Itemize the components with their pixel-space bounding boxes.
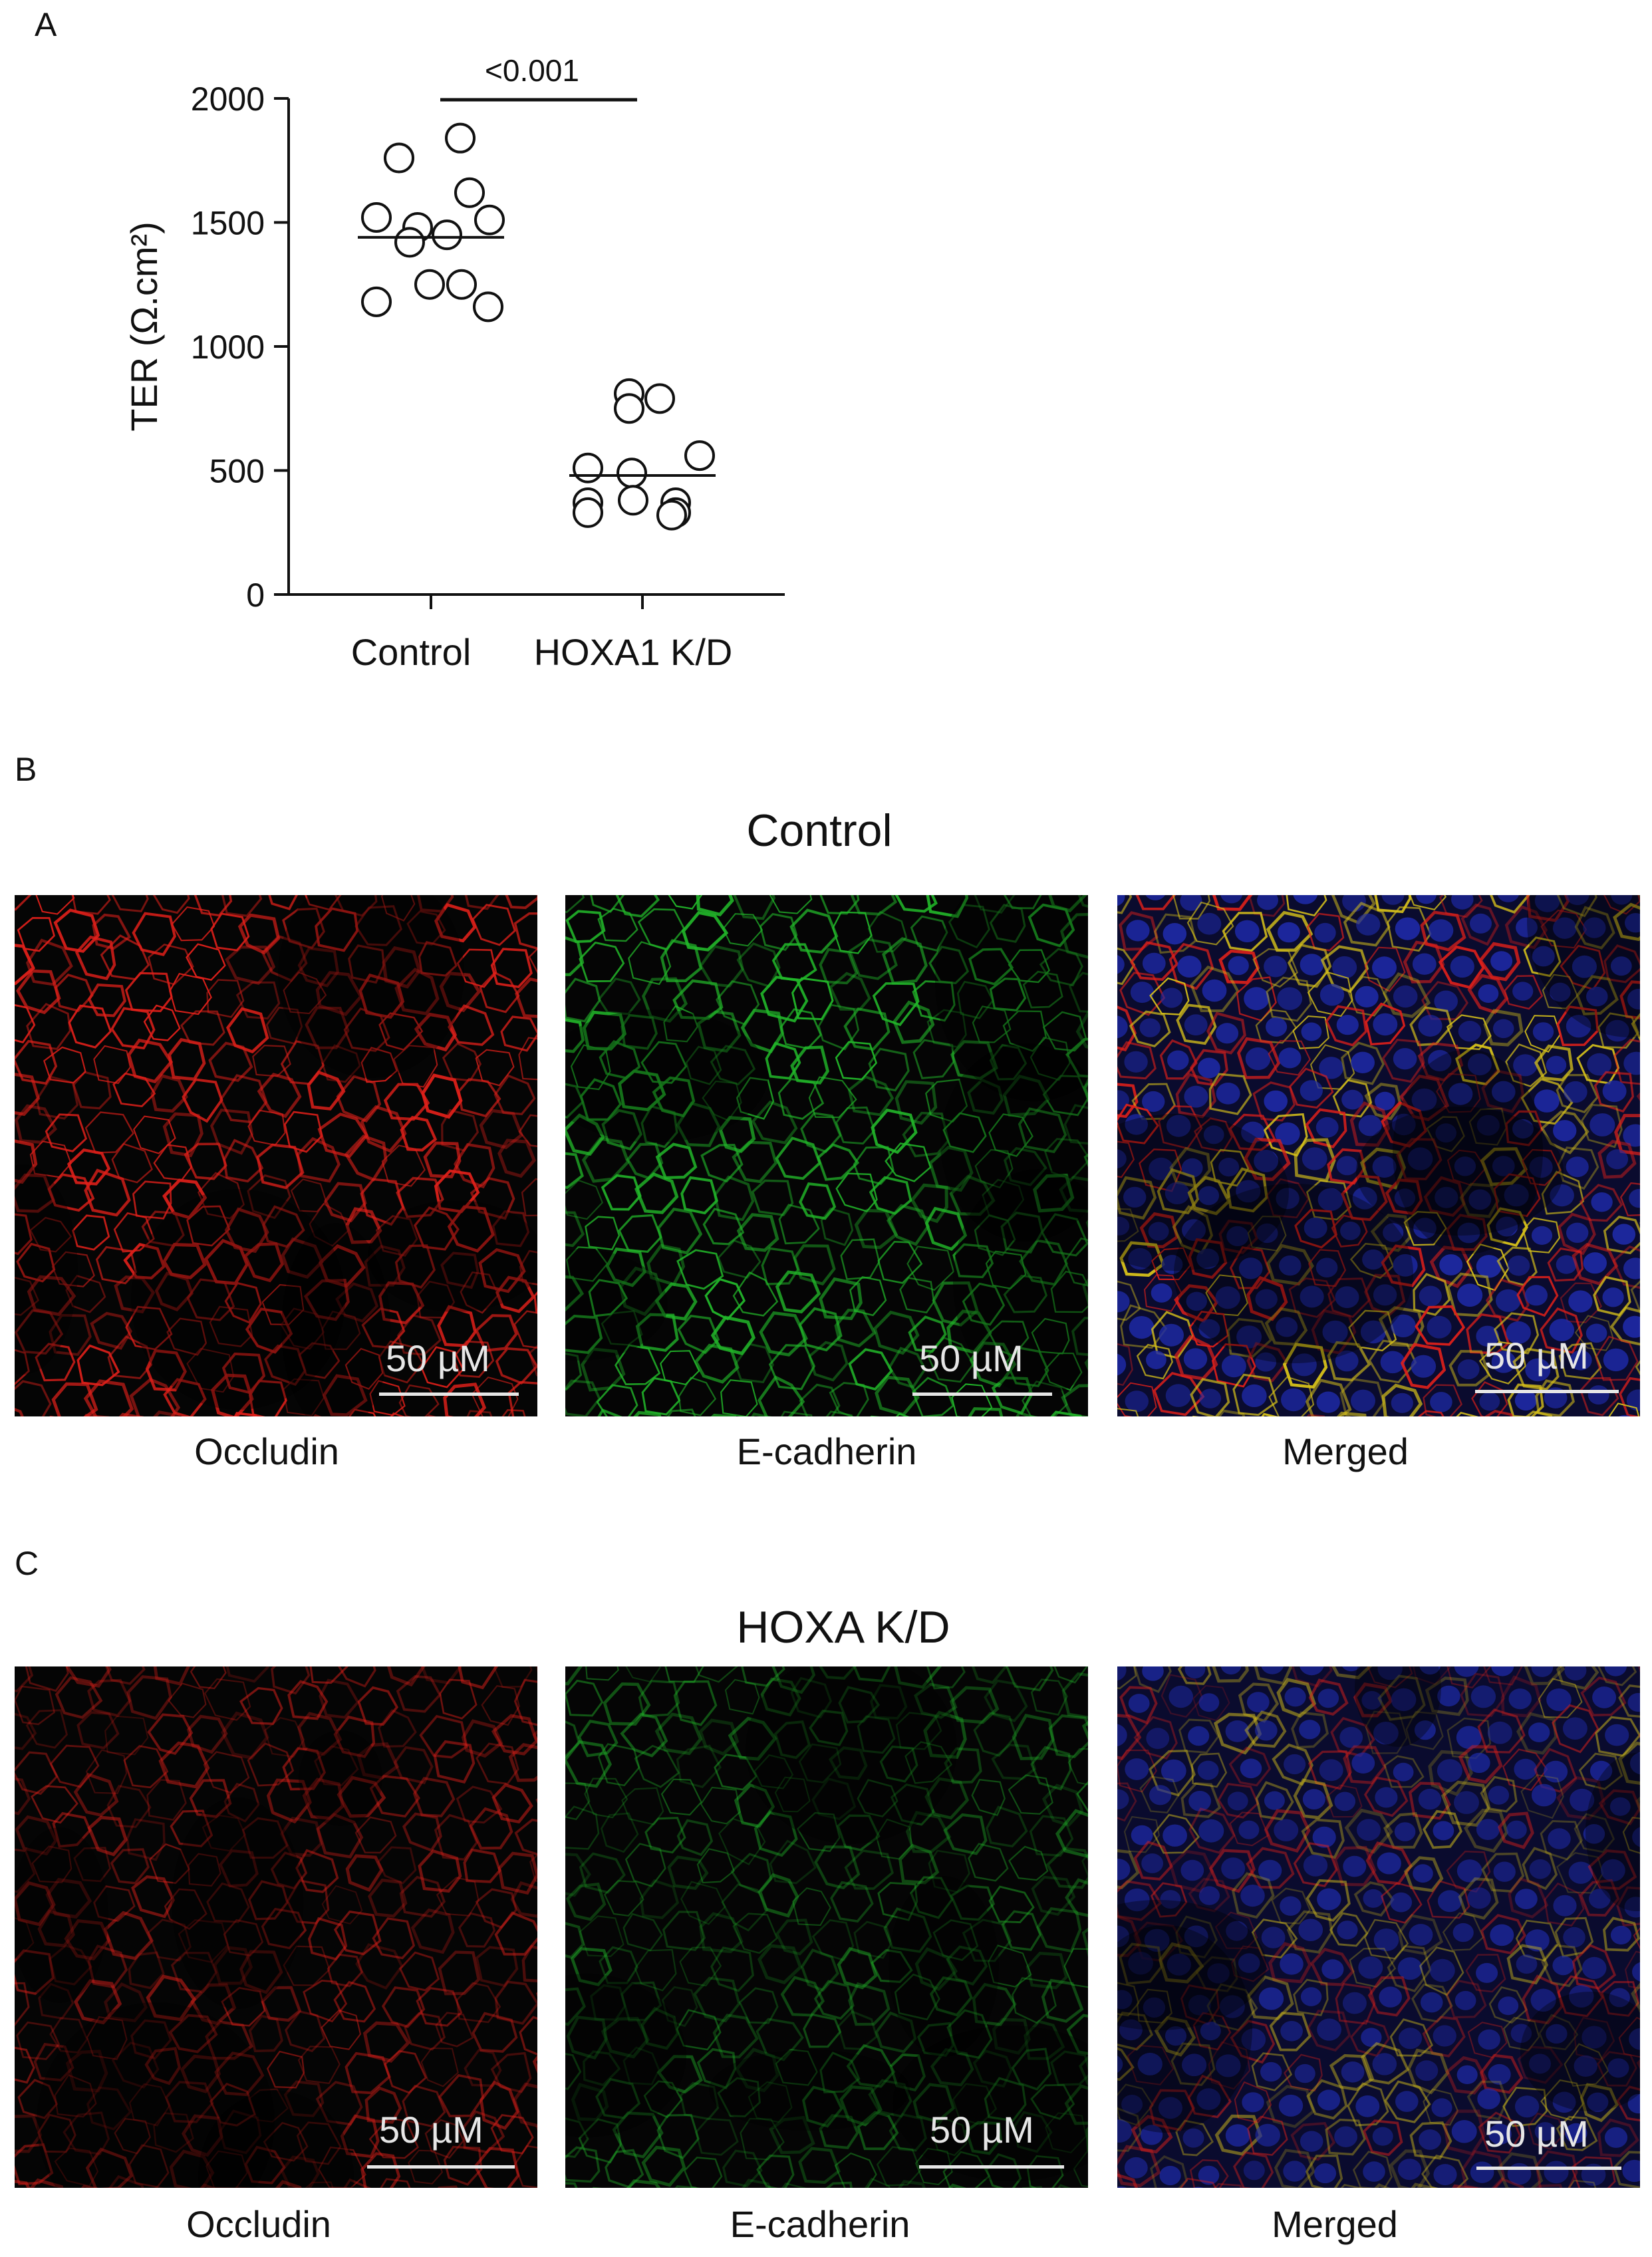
- significance-label: <0.001: [485, 53, 579, 88]
- data-point: [473, 291, 503, 323]
- control-occludin-image: 50 µM: [15, 895, 537, 1416]
- data-point: [614, 393, 644, 424]
- control-merged-image: 50 µM: [1117, 895, 1640, 1416]
- data-point: [474, 204, 505, 235]
- hoxa-kd-ecadherin-caption: E-cadherin: [730, 2203, 910, 2245]
- panel-b-letter: B: [15, 751, 37, 788]
- data-point: [394, 227, 425, 258]
- control-occludin-scale-bar: [379, 1393, 519, 1396]
- x-tick-label: HOXA1 K/D: [534, 631, 733, 673]
- panel-c-letter: C: [15, 1545, 39, 1582]
- ter-scatter-chart: 0 500 1000 1500 2000 Control HOXA1 K/D TER (Ω.c…: [123, 53, 785, 673]
- hoxa-kd-merged-image: 50 µM: [1117, 1666, 1640, 2188]
- hoxa-kd-occludin-scale-bar: [367, 2165, 515, 2169]
- data-point: [684, 440, 715, 471]
- control-ecadherin-scale-bar: [912, 1393, 1052, 1396]
- y-tick-label: 2000: [191, 80, 265, 118]
- y-tick-label: 500: [209, 453, 265, 490]
- hoxa-kd-merged-caption: Merged: [1272, 2203, 1398, 2245]
- hoxa-kd-group-title: HOXA K/D: [736, 1602, 950, 1653]
- data-point: [573, 497, 603, 528]
- hoxa-kd-ecadherin-scale-label: 50 µM: [930, 2109, 1034, 2151]
- hoxa-kd-merged-scale-label: 50 µM: [1484, 2113, 1589, 2155]
- control-ecadherin-caption: E-cadherin: [736, 1430, 917, 1472]
- hoxa-kd-ecadherin-image: 50 µM: [565, 1666, 1088, 2188]
- data-point: [432, 219, 462, 251]
- data-point: [573, 452, 603, 483]
- hoxa-kd-occludin-scale-label: 50 µM: [379, 2109, 483, 2151]
- data-point: [617, 458, 647, 489]
- control-merged-scale-label: 50 µM: [1484, 1335, 1589, 1377]
- hoxa-kd-occludin-image: 50 µM: [15, 1666, 537, 2188]
- data-point: [656, 499, 687, 531]
- control-occludin-scale-label: 50 µM: [386, 1337, 490, 1379]
- panel-a-letter: A: [35, 6, 57, 43]
- control-ecadherin-scale-label: 50 µM: [919, 1337, 1024, 1379]
- hoxa-kd-ecadherin-scale-bar: [919, 2165, 1064, 2169]
- y-axis-label: TER (Ω.cm²): [123, 221, 165, 432]
- data-point: [361, 286, 392, 317]
- control-occludin-caption: Occludin: [194, 1430, 339, 1472]
- hoxa-kd-merged-scale-bar: [1476, 2167, 1621, 2170]
- data-point: [644, 383, 675, 414]
- data-point: [414, 269, 445, 300]
- data-point: [446, 269, 477, 300]
- data-point: [454, 177, 485, 208]
- data-point: [384, 142, 414, 174]
- control-merged-caption: Merged: [1282, 1430, 1409, 1472]
- data-point: [618, 485, 648, 516]
- data-point: [361, 202, 392, 233]
- control-ecadherin-image: 50 µM: [565, 895, 1088, 1416]
- hoxa-kd-occludin-caption: Occludin: [186, 2203, 331, 2245]
- control-group-title: Control: [746, 805, 893, 856]
- y-tick-label: 0: [246, 577, 265, 614]
- y-tick-label: 1500: [191, 205, 265, 242]
- control-merged-scale-bar: [1475, 1390, 1619, 1393]
- y-tick-label: 1000: [191, 329, 265, 366]
- data-point: [445, 122, 476, 154]
- x-tick-label: Control: [351, 631, 472, 673]
